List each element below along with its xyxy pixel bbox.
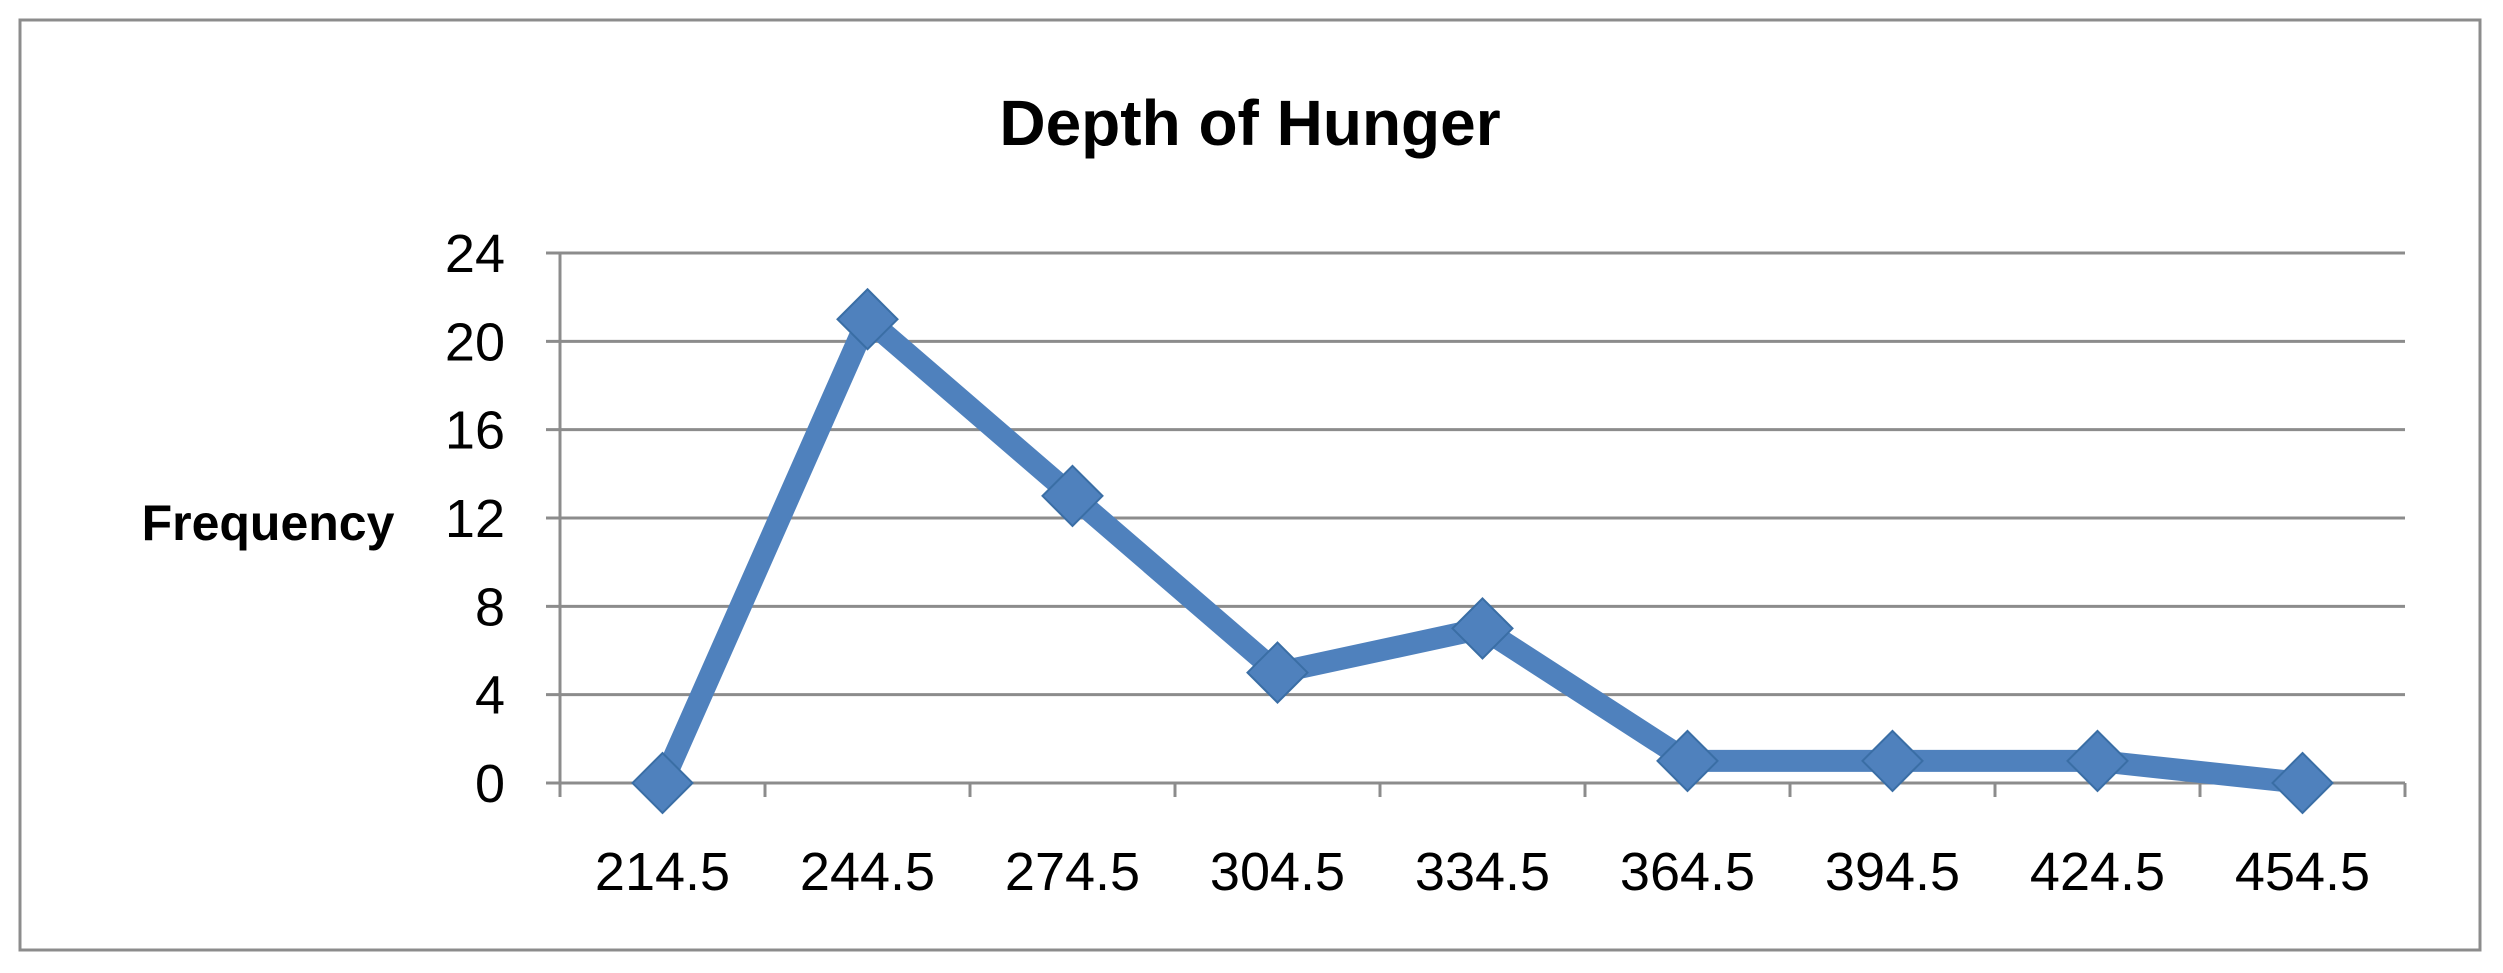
data-point-marker [631,751,694,815]
data-point-marker [1246,641,1309,704]
x-axis-ticks: 214.5 244.5 274.5 304.5 334.5 364.5 394.5 424.5… [558,783,2407,902]
x-tick-label: 394.5 [1825,842,1960,902]
y-axis-ticks: 0 4 8 12 16 20 24 [445,224,505,814]
data-point-marker [2271,751,2334,815]
x-tick-label: 214.5 [595,842,730,902]
y-tick-label: 24 [445,224,505,284]
x-tick-label: 334.5 [1415,842,1550,902]
data-point-marker [1656,729,1719,793]
chart-frame [18,18,2482,952]
y-tick-label: 0 [475,754,505,814]
data-point-marker [2066,729,2129,793]
x-tick-label: 424.5 [2030,842,2165,902]
chart-title: Depth of Hunger [999,87,1500,159]
x-tick-label: 454.5 [2235,842,2370,902]
y-tick-label: 20 [445,312,505,372]
x-tick-label: 244.5 [800,842,935,902]
data-point-marker [1041,464,1104,528]
data-point-marker [1861,729,1924,793]
y-tick-label: 8 [475,577,505,637]
series-group [631,287,2334,815]
x-tick-label: 304.5 [1210,842,1345,902]
data-point-marker [1451,597,1514,660]
x-tick-label: 364.5 [1620,842,1755,902]
data-point-marker [836,287,899,351]
y-tick-label: 16 [445,401,505,461]
x-tick-label: 274.5 [1005,842,1140,902]
y-axis-title: Frequency [142,495,395,551]
y-tick-label: 12 [445,489,505,549]
y-tick-label: 4 [475,666,505,726]
